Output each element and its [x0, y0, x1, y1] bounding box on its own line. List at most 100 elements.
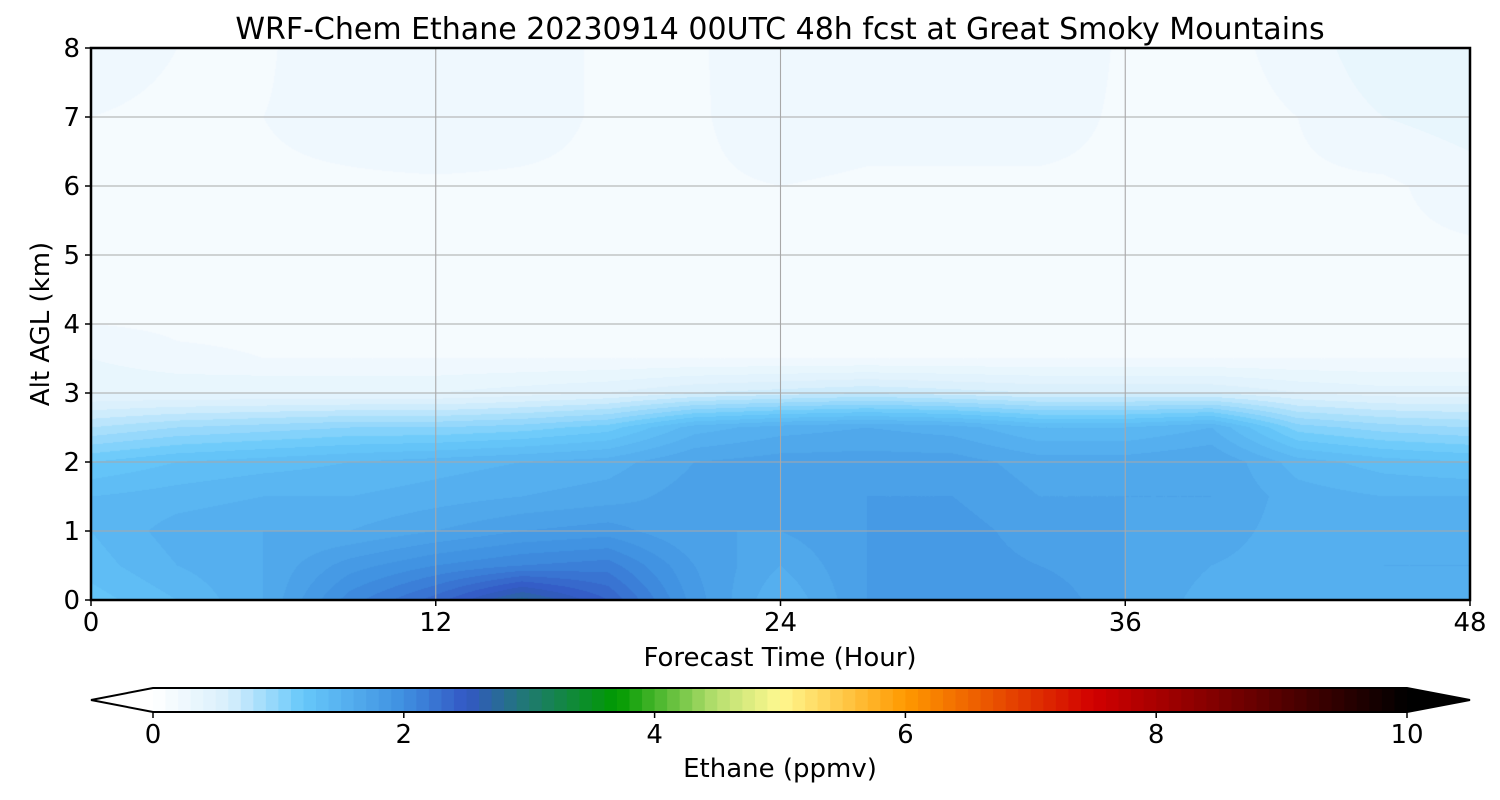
colorbar-swatch — [378, 688, 392, 712]
x-tick-label: 12 — [419, 608, 452, 638]
colorbar-swatch — [1218, 688, 1233, 712]
y-tick-label: 2 — [63, 448, 80, 478]
plot-area — [89, 46, 1472, 602]
colorbar-swatch — [1394, 688, 1408, 712]
y-tick-label: 6 — [63, 172, 80, 202]
colorbar-swatch — [1080, 688, 1095, 712]
colorbar-swatch — [1131, 688, 1145, 712]
colorbar-swatch — [604, 688, 618, 712]
colorbar-swatch — [654, 688, 668, 712]
colorbar-swatch — [253, 688, 267, 712]
colorbar-swatch — [165, 688, 179, 712]
colorbar-swatch — [742, 688, 756, 712]
colorbar-extend-high — [1407, 688, 1470, 712]
colorbar-swatch — [491, 688, 505, 712]
colorbar-swatch — [855, 688, 869, 712]
colorbar-swatch — [629, 688, 643, 712]
y-axis: 0 1 2 3 4 5 6 7 8 — [63, 34, 91, 616]
colorbar-swatch — [366, 688, 380, 712]
colorbar-swatch — [403, 688, 417, 712]
colorbar-swatch — [692, 688, 706, 712]
colorbar-swatch — [1243, 688, 1258, 712]
colorbar-swatches — [153, 688, 1408, 712]
colorbar-swatch — [203, 688, 217, 712]
colorbar-swatch — [290, 688, 305, 712]
colorbar-swatch — [1018, 688, 1032, 712]
colorbar-swatch — [1256, 688, 1270, 712]
y-tick-label: 7 — [63, 103, 80, 133]
colorbar-swatch — [316, 688, 330, 712]
colorbar-swatch — [453, 688, 468, 712]
colorbar-swatch — [1344, 688, 1358, 712]
colorbar-swatch — [968, 688, 982, 712]
colorbar-swatch — [792, 688, 806, 712]
colorbar-ticks: 0 2 4 6 8 10 — [145, 712, 1424, 750]
x-axis: 0 12 24 36 48 — [83, 600, 1487, 638]
colorbar-swatch — [1306, 688, 1320, 712]
y-tick-label: 3 — [63, 379, 80, 409]
colorbar-swatch — [416, 688, 430, 712]
colorbar-swatch — [993, 688, 1007, 712]
colorbar-swatch — [754, 688, 769, 712]
colorbar-swatch — [1369, 688, 1383, 712]
colorbar-swatch — [353, 688, 367, 712]
colorbar-swatch — [1193, 688, 1207, 712]
colorbar-swatch — [328, 688, 342, 712]
colorbar-swatch — [1168, 688, 1182, 712]
colorbar-swatch — [1319, 688, 1333, 712]
colorbar-swatch — [1381, 688, 1396, 712]
colorbar-swatch — [1281, 688, 1295, 712]
colorbar-swatch — [1030, 688, 1044, 712]
y-tick-label: 1 — [63, 517, 80, 547]
x-tick-label: 36 — [1109, 608, 1142, 638]
colorbar-swatch — [805, 688, 819, 712]
y-tick-label: 0 — [63, 586, 80, 616]
y-tick-label: 8 — [63, 34, 80, 64]
x-axis-label: Forecast Time (Hour) — [643, 643, 916, 673]
colorbar-swatch — [1269, 688, 1283, 712]
colorbar-swatch — [1118, 688, 1132, 712]
colorbar-swatch — [1005, 688, 1019, 712]
colorbar-tick-label: 6 — [897, 720, 914, 750]
colorbar-swatch — [704, 688, 718, 712]
colorbar-swatch — [566, 688, 580, 712]
colorbar-swatch — [1055, 688, 1070, 712]
colorbar-swatch — [1294, 688, 1308, 712]
colorbar-swatch — [240, 688, 254, 712]
x-tick-label: 0 — [83, 608, 100, 638]
y-tick-label: 4 — [63, 310, 80, 340]
x-tick-label: 24 — [764, 608, 797, 638]
colorbar-swatch — [303, 688, 317, 712]
colorbar: 0 2 4 6 8 10 — [90, 687, 1471, 750]
colorbar-label: Ethane (ppmv) — [683, 754, 877, 784]
colorbar-swatch — [228, 688, 242, 712]
colorbar-swatch — [441, 688, 455, 712]
colorbar-swatch — [466, 688, 480, 712]
colorbar-swatch — [679, 688, 693, 712]
colorbar-swatch — [1043, 688, 1057, 712]
colorbar-swatch — [153, 688, 167, 712]
colorbar-swatch — [880, 688, 894, 712]
colorbar-swatch — [980, 688, 994, 712]
colorbar-swatch — [1181, 688, 1195, 712]
colorbar-swatch — [278, 688, 292, 712]
colorbar-swatch — [817, 688, 831, 712]
colorbar-swatch — [1068, 688, 1082, 712]
colorbar-swatch — [1231, 688, 1245, 712]
colorbar-swatch — [642, 688, 656, 712]
colorbar-swatch — [955, 688, 969, 712]
colorbar-swatch — [541, 688, 555, 712]
colorbar-swatch — [178, 688, 192, 712]
colorbar-swatch — [579, 688, 593, 712]
colorbar-swatch — [943, 688, 957, 712]
colorbar-swatch — [215, 688, 229, 712]
colorbar-swatch — [1143, 688, 1157, 712]
colorbar-swatch — [667, 688, 681, 712]
colorbar-swatch — [905, 688, 919, 712]
colorbar-swatch — [428, 688, 443, 712]
colorbar-swatch — [1106, 688, 1120, 712]
colorbar-tick-label: 4 — [646, 720, 663, 750]
y-tick-label: 5 — [63, 241, 80, 271]
colorbar-swatch — [616, 688, 631, 712]
